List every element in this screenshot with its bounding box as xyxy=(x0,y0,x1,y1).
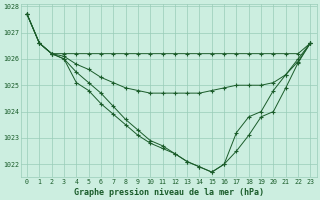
X-axis label: Graphe pression niveau de la mer (hPa): Graphe pression niveau de la mer (hPa) xyxy=(74,188,264,197)
